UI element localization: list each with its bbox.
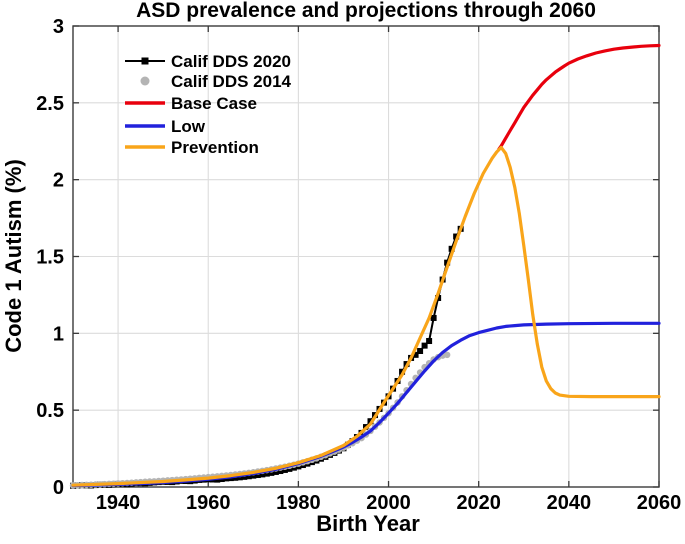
series-prevention xyxy=(71,145,661,487)
legend-circle-marker xyxy=(140,76,150,86)
y-tick-label: 0.5 xyxy=(36,400,64,422)
y-axis-title: Code 1 Autism (%) xyxy=(1,159,26,353)
series-low xyxy=(71,321,661,488)
square-marker xyxy=(241,473,248,480)
square-marker xyxy=(277,468,284,475)
x-axis-title: Birth Year xyxy=(316,511,420,536)
x-tick-label: 1960 xyxy=(186,492,231,514)
square-marker xyxy=(245,473,252,480)
square-marker xyxy=(236,474,243,481)
circle-marker xyxy=(443,351,451,359)
square-marker xyxy=(254,472,261,479)
legend-entry-calif-dds-2020: Calif DDS 2020 xyxy=(125,52,291,71)
square-marker xyxy=(421,342,428,349)
y-tick-label: 3 xyxy=(53,16,64,38)
series-line xyxy=(71,145,661,487)
legend-label: Base Case xyxy=(171,94,257,113)
legend-label: Prevention xyxy=(171,138,259,157)
axes xyxy=(72,25,660,488)
x-tick-label: 1940 xyxy=(96,492,141,514)
legend-entry-low: Low xyxy=(125,117,206,136)
x-tick-label: 2060 xyxy=(637,492,682,514)
series-calif-dds-2020 xyxy=(70,225,464,489)
legend-label: Calif DDS 2020 xyxy=(171,52,291,71)
square-marker xyxy=(268,469,275,476)
legend-square-marker xyxy=(141,57,149,65)
series-line xyxy=(71,321,661,488)
square-marker xyxy=(272,468,279,475)
chart-title: ASD prevalence and projections through 2… xyxy=(136,0,596,22)
series-line xyxy=(497,43,661,151)
legend-entry-calif-dds-2014: Calif DDS 2014 xyxy=(140,72,292,91)
series-base-case xyxy=(497,43,661,151)
legend-entry-base-case: Base Case xyxy=(125,94,257,113)
square-marker xyxy=(259,471,266,478)
square-marker xyxy=(448,245,455,252)
legend-entry-prevention: Prevention xyxy=(125,138,259,157)
grid-lines xyxy=(73,25,660,487)
square-marker xyxy=(430,314,437,321)
y-tick-label: 2 xyxy=(53,170,64,192)
square-marker xyxy=(417,348,424,355)
series-line xyxy=(72,227,462,487)
square-marker xyxy=(453,233,460,240)
data-series xyxy=(69,43,661,489)
x-tick-label: 2000 xyxy=(366,492,411,514)
square-marker xyxy=(250,472,257,479)
square-marker xyxy=(263,470,270,477)
y-tick-label: 0 xyxy=(53,477,64,499)
square-marker xyxy=(412,351,419,358)
legend-label: Low xyxy=(171,117,206,136)
legend-label: Calif DDS 2014 xyxy=(171,72,292,91)
y-tick-label: 2.5 xyxy=(36,93,64,115)
x-tick-label: 1980 xyxy=(276,492,321,514)
square-marker xyxy=(426,338,433,345)
y-tick-label: 1 xyxy=(53,323,64,345)
x-tick-label: 2040 xyxy=(547,492,592,514)
y-tick-label: 1.5 xyxy=(36,247,64,269)
x-tick-label: 2020 xyxy=(456,492,501,514)
tick-labels: 1940 1960 1980 2000 2020 2040 2060 0 0.5 1 1.5 2 2.5… xyxy=(36,16,681,514)
series-calif-dds-2014 xyxy=(69,351,451,489)
